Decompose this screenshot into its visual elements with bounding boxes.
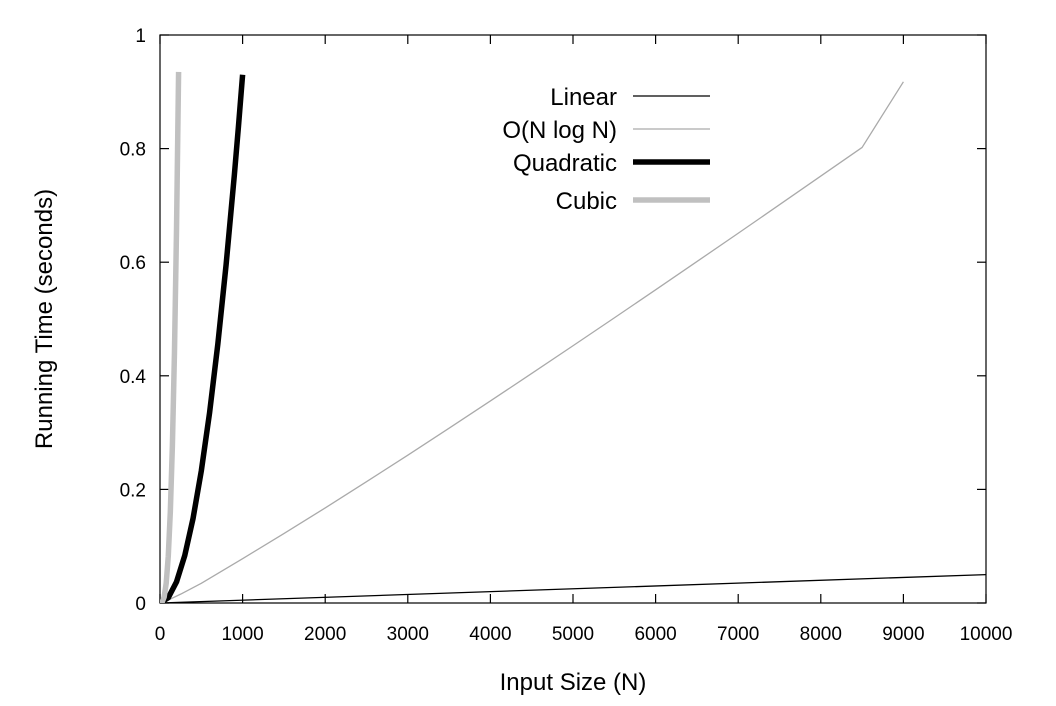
series-line-o-n-log-n [160, 81, 904, 603]
y-tick-label: 0.4 [120, 367, 147, 388]
y-axis-title: Running Time (seconds) [31, 189, 58, 449]
x-tick-label: 8000 [800, 624, 842, 645]
y-axis-ticks: 0 0.2 0.4 0.6 0.8 1 [120, 26, 986, 615]
legend-label: O(N log N) [502, 117, 617, 144]
y-tick-label: 0.8 [120, 140, 146, 161]
y-tick-label: 0.2 [120, 480, 146, 501]
legend-label: Cubic [556, 188, 617, 215]
x-tick-label: 3000 [387, 624, 429, 645]
y-tick-label: 0.6 [120, 253, 146, 274]
x-axis-ticks: 0 1000 2000 3000 4000 5000 6000 7000 8000 9000 100… [155, 35, 1013, 645]
series-layer [160, 71, 986, 603]
series-line-cubic [160, 71, 182, 603]
legend: Linear O(N log N) Quadratic Cubic [502, 84, 710, 215]
x-tick-label: 7000 [717, 624, 759, 645]
legend-label: Linear [550, 84, 617, 111]
x-tick-label: 0 [155, 624, 166, 645]
x-tick-label: 5000 [552, 624, 594, 645]
x-tick-label: 4000 [469, 624, 511, 645]
y-tick-label: 0 [135, 594, 146, 615]
y-tick-label: 1 [135, 26, 146, 47]
legend-label: Quadratic [513, 150, 617, 177]
series-line-linear [160, 573, 986, 603]
x-axis-title: Input Size (N) [500, 669, 647, 696]
x-tick-label: 6000 [634, 624, 676, 645]
x-tick-label: 9000 [882, 624, 924, 645]
x-tick-label: 1000 [221, 624, 263, 645]
x-tick-label: 2000 [304, 624, 346, 645]
x-tick-label: 10000 [960, 624, 1013, 645]
plot-frame [159, 34, 987, 604]
series-line-quadratic [160, 74, 246, 603]
